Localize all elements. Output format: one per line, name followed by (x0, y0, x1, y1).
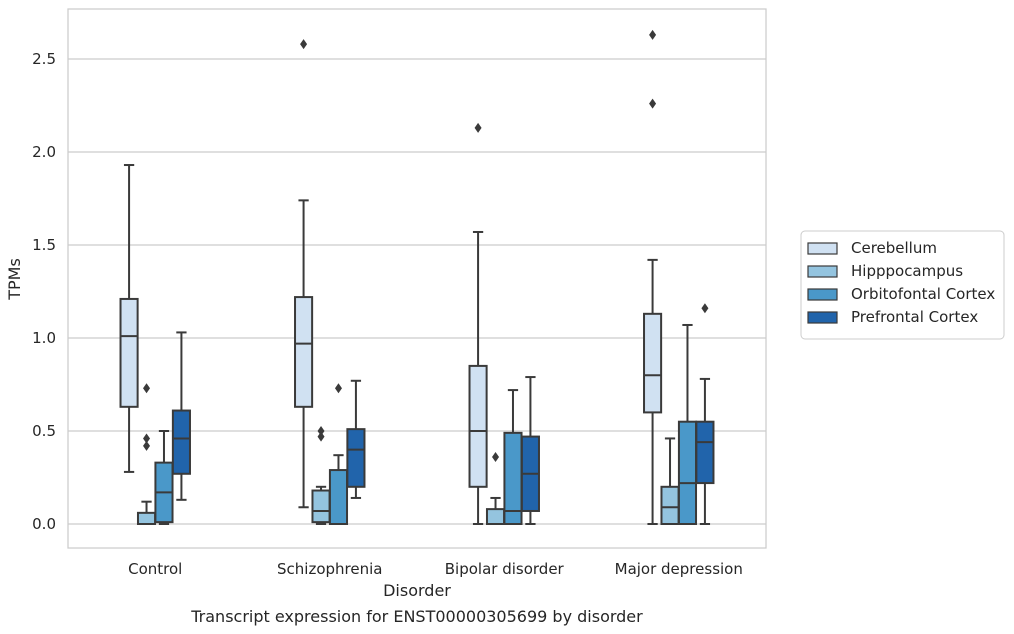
outlier-point (317, 426, 325, 436)
y-tick-labels: 0.0 0.5 1.0 1.5 2.0 2.5 (32, 50, 56, 533)
x-axis-title: Disorder (383, 581, 451, 600)
y-tick-label: 0.0 (32, 515, 56, 533)
box-iqr (328, 469, 349, 525)
y-tick-label: 1.0 (32, 329, 56, 347)
box-orbitofontal-cortex (328, 383, 349, 525)
box-iqr (311, 489, 331, 524)
legend-label: Prefrontal Cortex (851, 308, 978, 326)
figure-caption: Transcript expression for ENST0000030569… (190, 607, 643, 626)
box-hipppocampus (311, 426, 331, 525)
outlier-point (492, 452, 500, 463)
box-cerebellum (468, 122, 488, 525)
box-prefrontal-cortex (346, 379, 366, 499)
box-orbitofontal-cortex (677, 323, 698, 526)
box-hipppocampus (660, 437, 680, 525)
outlier-point (143, 440, 151, 451)
outlier-point (649, 98, 657, 109)
box-orbitofontal-cortex (503, 389, 523, 525)
box-prefrontal-cortex (520, 376, 540, 525)
box-iqr (119, 297, 139, 408)
outlier-point (649, 29, 657, 40)
legend-label: Cerebellum (851, 239, 937, 257)
outlier-point (300, 39, 308, 50)
box-prefrontal-cortex (171, 331, 191, 501)
legend-label: Orbitofontal Cortex (851, 285, 995, 303)
y-tick-label: 2.5 (32, 50, 56, 68)
box-iqr (660, 485, 680, 525)
x-tick-label: Major depression (615, 560, 743, 578)
outlier-point (334, 383, 342, 394)
outlier-point (474, 122, 482, 133)
box-hipppocampus (136, 383, 157, 526)
legend-swatch (807, 265, 838, 278)
outlier-point (143, 433, 151, 444)
box-iqr (643, 312, 663, 414)
legend-frame (800, 230, 1005, 340)
box-orbitofontal-cortex (154, 430, 174, 525)
box-iqr (677, 420, 698, 526)
legend-swatch (807, 242, 838, 255)
box-cerebellum (643, 29, 663, 525)
box-iqr (346, 428, 366, 488)
boxes-layer (119, 29, 715, 526)
box-cerebellum (119, 164, 139, 473)
box-iqr (485, 508, 506, 525)
x-tick-label: Bipolar disorder (445, 560, 565, 578)
outlier-point (317, 431, 325, 442)
legend: Cerebellum Hipppocampus Orbitofontal Corte… (800, 230, 1005, 340)
legend-swatch (807, 311, 838, 324)
box-iqr (171, 409, 191, 475)
box-cerebellum (294, 39, 314, 509)
legend-label: Hipppocampus (851, 262, 963, 280)
x-tick-label: Schizophrenia (277, 560, 382, 578)
outlier-point (701, 303, 709, 314)
y-tick-label: 1.5 (32, 236, 56, 254)
box-hipppocampus (485, 452, 506, 525)
box-iqr (695, 420, 715, 485)
plot-frame (67, 8, 767, 549)
outlier-point (143, 383, 151, 394)
box-iqr (468, 364, 488, 488)
box-iqr (136, 511, 157, 526)
y-tick-label: 2.0 (32, 143, 56, 161)
x-tick-labels: Control Schizophrenia Bipolar disorder Majo… (128, 560, 743, 578)
box-iqr (294, 296, 314, 408)
x-tick-label: Control (128, 560, 182, 578)
y-axis-title: TPMs (5, 258, 24, 301)
box-prefrontal-cortex (695, 303, 715, 525)
legend-swatch (807, 288, 838, 301)
y-tick-label: 0.5 (32, 422, 56, 440)
